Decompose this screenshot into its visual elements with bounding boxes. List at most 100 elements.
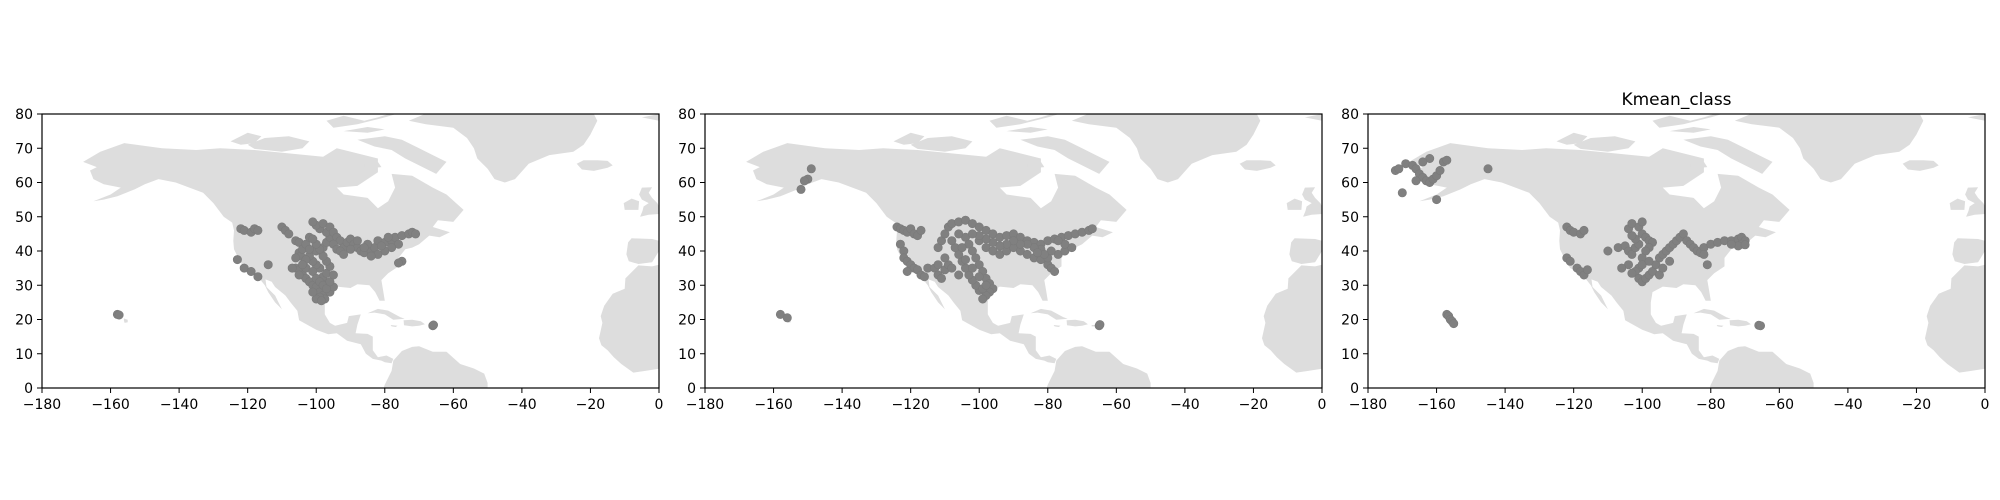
land-shape bbox=[1046, 346, 1151, 388]
x-tick-label: −60 bbox=[439, 397, 469, 413]
land-shape bbox=[1066, 319, 1088, 327]
map-panel-2: −180 −160 −140 −120 −100 −80 −60 −40 −20 0 0 10 20 30… bbox=[678, 107, 1327, 413]
data-point bbox=[1740, 240, 1750, 250]
data-point bbox=[954, 270, 964, 280]
x-tick-label: −40 bbox=[507, 397, 537, 413]
data-point bbox=[232, 255, 242, 265]
land-shape bbox=[1409, 143, 1790, 364]
data-point bbox=[1483, 164, 1493, 174]
data-point bbox=[376, 241, 386, 251]
y-tick-label: 60 bbox=[15, 176, 33, 192]
y-tick-label: 30 bbox=[15, 278, 33, 294]
data-point bbox=[253, 225, 263, 235]
land-shape bbox=[1286, 198, 1303, 210]
land-shape bbox=[626, 238, 659, 264]
x-tick-label: −120 bbox=[891, 397, 929, 413]
y-tick-label: 50 bbox=[1341, 210, 1359, 226]
panels: −180 −160 −140 −120 −100 −80 −60 −40 −20 0 0 10 20 30… bbox=[15, 90, 1989, 413]
map-panel-3: −180 −160 −140 −120 −100 −80 −60 −40 −20 0 0 10 20 30… bbox=[1341, 90, 1989, 413]
land-shape bbox=[1669, 127, 1711, 133]
land-shape bbox=[1716, 325, 1724, 327]
land-shape bbox=[1925, 264, 1985, 373]
data-point bbox=[1442, 155, 1452, 165]
x-tick-label: −140 bbox=[823, 397, 861, 413]
data-point bbox=[1565, 256, 1575, 266]
land-shape bbox=[1302, 187, 1322, 217]
x-tick-label: 0 bbox=[1981, 397, 1990, 413]
data-point bbox=[308, 234, 318, 244]
y-tick-label: 40 bbox=[678, 244, 696, 260]
y-tick-label: 0 bbox=[1350, 381, 1359, 397]
data-point bbox=[1637, 217, 1647, 227]
x-tick-label: −80 bbox=[1696, 397, 1726, 413]
data-point bbox=[974, 272, 984, 282]
data-point bbox=[902, 266, 912, 276]
y-tick-label: 10 bbox=[1341, 347, 1359, 363]
data-point bbox=[1658, 263, 1668, 273]
land-shape bbox=[1262, 264, 1322, 373]
land-shape bbox=[1729, 319, 1751, 327]
data-point bbox=[967, 229, 977, 239]
x-tick-label: −100 bbox=[1623, 397, 1661, 413]
data-point bbox=[782, 313, 792, 323]
land-shape bbox=[1690, 161, 1708, 169]
land-shape bbox=[641, 114, 659, 121]
x-tick-label: −20 bbox=[576, 397, 606, 413]
data-point bbox=[1702, 260, 1712, 270]
land-shape bbox=[123, 318, 128, 323]
data-point bbox=[978, 294, 988, 304]
y-tick-label: 70 bbox=[678, 141, 696, 157]
data-point bbox=[297, 260, 307, 270]
y-tick-label: 30 bbox=[1341, 278, 1359, 294]
x-tick-label: 0 bbox=[1318, 397, 1327, 413]
x-tick-label: −100 bbox=[960, 397, 998, 413]
panel-title: Kmean_class bbox=[1621, 90, 1731, 110]
data-point bbox=[246, 266, 256, 276]
land-shape bbox=[599, 264, 659, 373]
land-shape bbox=[383, 346, 488, 388]
data-point bbox=[1726, 239, 1736, 249]
land-shape bbox=[1006, 127, 1048, 133]
land-shape bbox=[576, 160, 613, 171]
x-tick-label: −60 bbox=[1102, 397, 1132, 413]
data-point bbox=[294, 270, 304, 280]
data-point bbox=[308, 217, 318, 227]
data-point bbox=[316, 296, 326, 306]
land-shape bbox=[343, 127, 385, 133]
data-point bbox=[1411, 176, 1421, 186]
data-point bbox=[1397, 188, 1407, 198]
data-point bbox=[411, 229, 421, 239]
land-shape bbox=[893, 132, 925, 145]
land-shape bbox=[367, 308, 405, 320]
land-shape bbox=[1304, 114, 1322, 121]
x-tick-label: −80 bbox=[370, 397, 400, 413]
y-tick-label: 50 bbox=[678, 210, 696, 226]
data-point bbox=[308, 287, 318, 297]
land-shape bbox=[357, 136, 447, 174]
land-shape bbox=[1289, 238, 1322, 264]
data-point bbox=[1095, 320, 1105, 330]
data-point bbox=[1435, 166, 1445, 176]
x-tick-label: −140 bbox=[1486, 397, 1524, 413]
data-point bbox=[1033, 248, 1043, 258]
land-shape bbox=[83, 143, 464, 364]
data-point bbox=[1579, 225, 1589, 235]
data-point bbox=[1432, 195, 1442, 205]
land-shape bbox=[1734, 114, 1924, 183]
x-tick-label: −180 bbox=[23, 397, 61, 413]
land-shape bbox=[639, 187, 659, 217]
data-point bbox=[933, 260, 943, 270]
data-point bbox=[1665, 256, 1675, 266]
data-point bbox=[1756, 321, 1766, 331]
data-point bbox=[114, 310, 124, 320]
land-shape bbox=[1693, 308, 1731, 320]
x-tick-label: −40 bbox=[1170, 397, 1200, 413]
land-shape bbox=[623, 198, 640, 210]
x-tick-label: −160 bbox=[1417, 397, 1455, 413]
data-point bbox=[960, 255, 970, 265]
data-point bbox=[1087, 224, 1097, 234]
data-point bbox=[954, 229, 964, 239]
y-tick-label: 60 bbox=[678, 176, 696, 192]
land-shape bbox=[1949, 198, 1966, 210]
data-point bbox=[328, 270, 338, 280]
